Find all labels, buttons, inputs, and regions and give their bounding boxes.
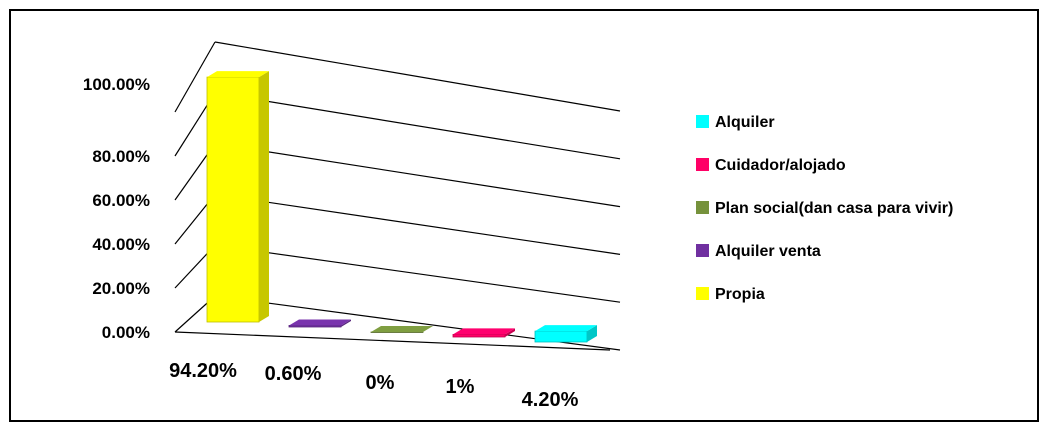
legend-label: Plan social(dan casa para vivir) bbox=[715, 200, 953, 217]
chart-frame bbox=[9, 9, 1039, 422]
bar-top bbox=[535, 325, 597, 332]
bar-top bbox=[207, 71, 269, 78]
y-tick-label: 60.00% bbox=[92, 191, 150, 210]
bar-side bbox=[341, 319, 351, 327]
legend-swatch bbox=[696, 201, 709, 214]
y-tick-label: 40.00% bbox=[92, 235, 150, 254]
data-label: 1% bbox=[446, 376, 475, 398]
bar-side bbox=[505, 328, 515, 337]
bar-front bbox=[288, 325, 342, 328]
gridline bbox=[214, 193, 621, 255]
legend-swatch bbox=[696, 158, 709, 171]
bar-front bbox=[452, 333, 506, 338]
gridline bbox=[214, 41, 621, 112]
gridline-side bbox=[174, 41, 216, 113]
data-label: 0.60% bbox=[265, 363, 322, 385]
legend-label: Cuidador/alojado bbox=[715, 157, 846, 174]
legend-swatch bbox=[696, 287, 709, 300]
bar-top bbox=[371, 326, 433, 332]
legend-swatch bbox=[696, 115, 709, 128]
bar-side bbox=[259, 71, 269, 322]
y-tick-label: 100.00% bbox=[83, 75, 150, 94]
y-tick-label: 20.00% bbox=[92, 279, 150, 298]
gridline bbox=[214, 143, 621, 208]
bar-top bbox=[289, 319, 351, 326]
data-label: 4.20% bbox=[522, 389, 579, 411]
bar-front bbox=[534, 330, 588, 343]
gridline bbox=[214, 244, 621, 303]
bar-top bbox=[453, 328, 515, 335]
y-tick-label: 80.00% bbox=[92, 147, 150, 166]
data-label: 94.20% bbox=[169, 360, 237, 382]
legend-label: Alquiler venta bbox=[715, 243, 821, 260]
gridline bbox=[214, 92, 621, 160]
data-label: 0% bbox=[366, 372, 395, 394]
bar-front bbox=[206, 76, 260, 323]
legend-swatch bbox=[696, 244, 709, 257]
floor-edge bbox=[174, 331, 611, 351]
y-tick-label: 0.00% bbox=[102, 323, 150, 342]
legend-label: Propia bbox=[715, 286, 765, 303]
legend-label: Alquiler bbox=[715, 114, 775, 131]
bar-front bbox=[370, 331, 424, 333]
bar-side bbox=[587, 325, 597, 342]
